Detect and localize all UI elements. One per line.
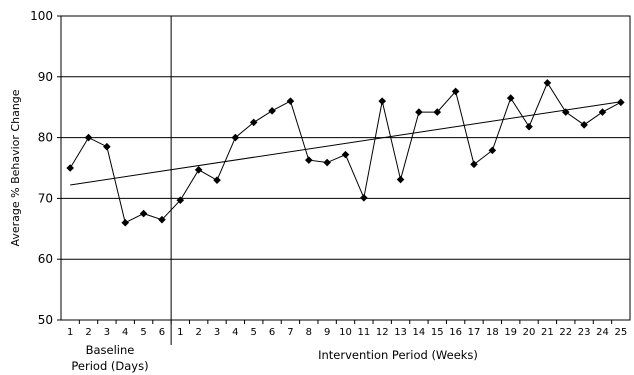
data-point-diamond [598, 108, 607, 116]
y-tick-label: 50 [38, 313, 53, 327]
data-point-diamond [249, 118, 258, 127]
x-tick-label: 2 [195, 327, 201, 338]
x-tick-label: 23 [578, 327, 591, 338]
y-tick-label: 100 [30, 9, 53, 23]
data-point-diamond [66, 164, 74, 172]
data-point-diamond [470, 160, 478, 169]
data-point-diamond [433, 108, 442, 116]
x-tick-label: 15 [431, 327, 444, 338]
data-point-diamond [323, 158, 331, 167]
x-ticks [78, 320, 613, 324]
x-tick-label: 8 [306, 327, 312, 338]
x-tick-label: 20 [523, 327, 536, 338]
gridlines [57, 15, 630, 321]
data-point-diamond [286, 97, 295, 105]
x-tick-label: 3 [214, 327, 220, 338]
y-tick-label: 80 [38, 131, 53, 145]
data-point-diamond [231, 133, 240, 142]
x-tick-label: 3 [104, 327, 110, 338]
data-point-diamond [543, 79, 552, 87]
data-point-diamond [415, 108, 423, 116]
trendline [70, 101, 621, 186]
x-tick-label: 10 [339, 327, 352, 338]
x-tick-label: 21 [541, 327, 554, 338]
x-tick-label: 18 [486, 327, 499, 338]
data-point-diamond [561, 108, 570, 116]
y-tick-labels: 50 60 70 80 90 100 [30, 9, 53, 327]
data-point-diamond [451, 87, 460, 96]
data-point-diamond [304, 156, 313, 164]
data-point-diamond [176, 196, 185, 205]
x-tick-label: 4 [122, 327, 128, 338]
intervention-phase-label: Intervention Period (Weeks) [318, 348, 478, 362]
data-point-diamond [121, 218, 130, 227]
data-points [66, 79, 625, 227]
x-tick-label: 13 [394, 327, 407, 338]
x-tick-label: 1 [67, 327, 73, 338]
data-point-diamond [525, 122, 533, 131]
x-tick-label: 12 [376, 327, 389, 338]
x-tick-label: 9 [324, 327, 330, 338]
x-tick-label: 17 [468, 327, 481, 338]
data-point-diamond [360, 193, 368, 202]
data-point-diamond [268, 107, 276, 115]
x-tick-label: 6 [269, 327, 275, 338]
data-point-diamond [396, 175, 405, 184]
x-tick-label: 5 [140, 327, 146, 338]
y-tick-label: 60 [38, 252, 53, 266]
data-point-diamond [139, 209, 148, 218]
data-point-diamond [103, 142, 111, 151]
data-point-diamond [341, 150, 350, 159]
data-point-diamond [488, 146, 497, 155]
x-tick-label: 24 [596, 327, 609, 338]
data-point-diamond [580, 121, 588, 129]
x-tick-label: 4 [232, 327, 238, 338]
x-tick-label: 14 [413, 327, 426, 338]
x-tick-label: 11 [357, 327, 370, 338]
x-tick-label: 7 [287, 327, 293, 338]
plot-area-frame [60, 15, 631, 321]
y-tick-label: 70 [38, 191, 53, 205]
x-tick-label: 2 [85, 327, 91, 338]
x-tick-label: 6 [159, 327, 165, 338]
x-tick-labels: 1 2 3 4 5 6 1 2 3 4 5 6 7 8 9 10 11 12 13 14 15 16 17 18 19 20 21 2… [67, 327, 627, 338]
baseline-phase-label-line2: Period (Days) [71, 359, 148, 373]
data-point-diamond [213, 176, 221, 184]
data-point-diamond [194, 166, 203, 174]
x-tick-label: 22 [559, 327, 572, 338]
x-tick-label: 5 [251, 327, 257, 338]
x-tick-label: 19 [504, 327, 517, 338]
data-point-diamond [378, 97, 387, 105]
y-axis-title: Average % Behavior Change [9, 89, 22, 246]
y-tick-label: 90 [38, 70, 53, 84]
x-tick-label: 25 [614, 327, 627, 338]
x-tick-label: 16 [449, 327, 462, 338]
data-point-diamond [506, 94, 515, 102]
data-point-diamond [158, 215, 166, 224]
baseline-phase-label-line1: Baseline [86, 343, 135, 357]
x-tick-label: 1 [177, 327, 183, 338]
data-point-diamond [617, 98, 625, 107]
data-point-diamond [84, 133, 93, 142]
